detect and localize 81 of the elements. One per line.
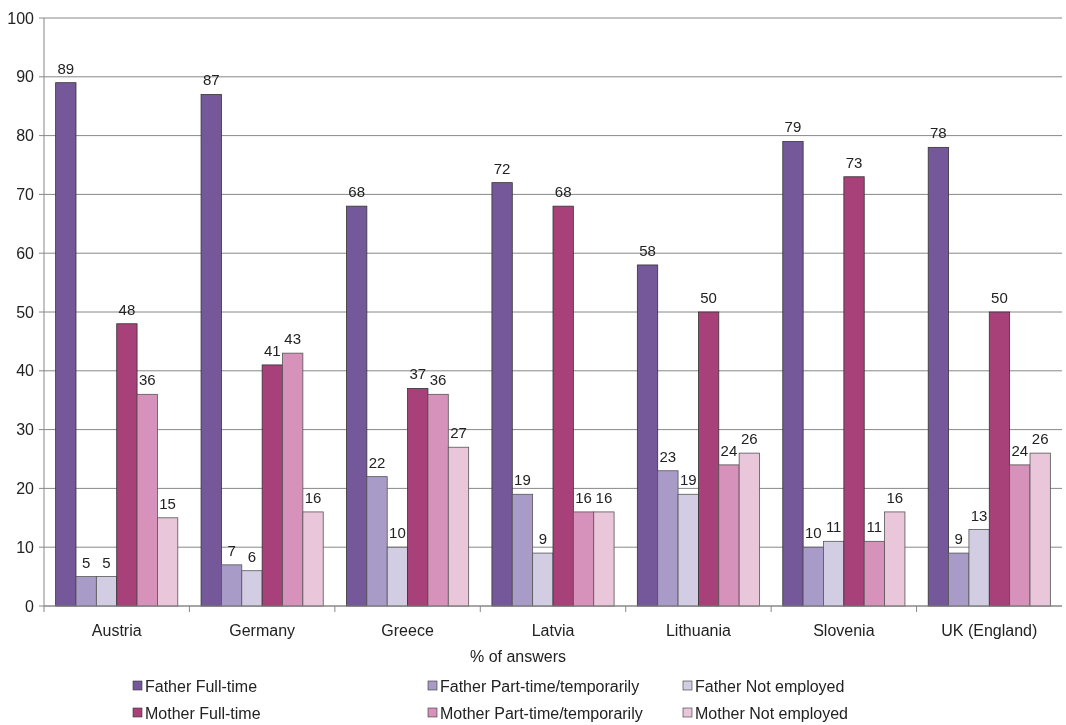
y-tick-label: 50 xyxy=(16,303,35,321)
y-tick-label: 60 xyxy=(16,244,35,262)
bar xyxy=(927,146,949,607)
bar xyxy=(491,182,513,607)
legend-label: Father Part-time/temporarily xyxy=(440,677,640,695)
data-label: 26 xyxy=(1031,430,1049,448)
y-tick-label: 10 xyxy=(16,538,35,556)
bar xyxy=(116,323,138,607)
x-tick-label: Lithuania xyxy=(665,622,731,639)
data-label: 5 xyxy=(82,553,91,571)
data-label: 48 xyxy=(118,300,136,318)
bar xyxy=(843,176,865,607)
bar xyxy=(407,388,429,607)
bar xyxy=(698,311,720,607)
data-label: 79 xyxy=(784,118,802,136)
bar xyxy=(636,264,659,607)
y-tick-label: 90 xyxy=(16,68,35,86)
data-label: 87 xyxy=(202,71,220,89)
y-tick-label: 80 xyxy=(16,127,35,145)
legend-label: Father Full-time xyxy=(145,677,258,695)
data-label: 36 xyxy=(429,371,447,389)
x-axis-title: % of answers xyxy=(469,648,567,665)
x-tick-label: Germany xyxy=(229,622,296,639)
data-label: 11 xyxy=(825,518,842,536)
legend-label: Father Not employed xyxy=(695,677,845,695)
bar xyxy=(346,205,368,607)
data-label: 19 xyxy=(514,471,531,489)
data-label: 22 xyxy=(368,453,386,471)
bar xyxy=(552,205,574,607)
x-tick-label: Austria xyxy=(91,622,142,639)
data-label: 16 xyxy=(886,488,904,506)
data-label: 23 xyxy=(659,447,677,465)
data-label: 50 xyxy=(700,289,717,306)
data-label: 68 xyxy=(554,183,572,201)
data-label: 68 xyxy=(348,183,366,201)
data-label: 16 xyxy=(575,488,592,506)
data-label: 16 xyxy=(595,488,613,506)
data-label: 41 xyxy=(263,341,281,359)
bar xyxy=(200,94,222,607)
y-tick-label: 30 xyxy=(16,421,35,439)
data-label: 7 xyxy=(227,541,236,559)
data-label: 26 xyxy=(740,430,758,448)
data-label: 9 xyxy=(538,530,547,548)
data-label: 10 xyxy=(804,524,822,542)
data-label: 15 xyxy=(159,494,176,512)
data-label: 78 xyxy=(930,124,947,142)
data-label: 16 xyxy=(304,488,322,506)
data-label: 72 xyxy=(493,159,511,177)
bar xyxy=(55,82,77,607)
data-label: 58 xyxy=(639,241,656,259)
data-label: 73 xyxy=(845,153,863,171)
data-label: 27 xyxy=(450,424,467,442)
data-label: 36 xyxy=(138,371,156,389)
data-label: 89 xyxy=(57,59,75,77)
bar xyxy=(988,311,1011,607)
data-label: 6 xyxy=(247,547,257,565)
data-label: 43 xyxy=(284,330,302,348)
y-tick-label: 70 xyxy=(16,186,35,203)
data-label: 9 xyxy=(954,530,963,548)
data-label: 13 xyxy=(970,506,988,524)
data-label: 5 xyxy=(102,553,111,571)
legend-label: Mother Full-time xyxy=(145,704,261,722)
x-tick-label: Latvia xyxy=(531,622,575,639)
data-label: 37 xyxy=(409,365,427,383)
data-label: 19 xyxy=(679,471,697,489)
bar xyxy=(782,141,804,607)
y-tick-label: 20 xyxy=(16,480,35,497)
data-label: 50 xyxy=(991,289,1008,306)
x-tick-label: UK (England) xyxy=(941,622,1038,639)
data-label: 11 xyxy=(866,518,883,536)
y-tick-label: 0 xyxy=(25,597,35,615)
data-label: 24 xyxy=(720,441,738,459)
y-tick-label: 40 xyxy=(16,362,35,380)
x-tick-label: Greece xyxy=(381,622,434,639)
data-label: 10 xyxy=(389,524,406,542)
legend-label: Mother Part-time/temporarily xyxy=(440,704,643,722)
y-tick-label: 100 xyxy=(7,9,35,27)
legend-label: Mother Not employed xyxy=(695,704,848,722)
data-label: 24 xyxy=(1011,441,1029,459)
x-tick-label: Slovenia xyxy=(813,622,875,639)
bar xyxy=(261,364,283,607)
